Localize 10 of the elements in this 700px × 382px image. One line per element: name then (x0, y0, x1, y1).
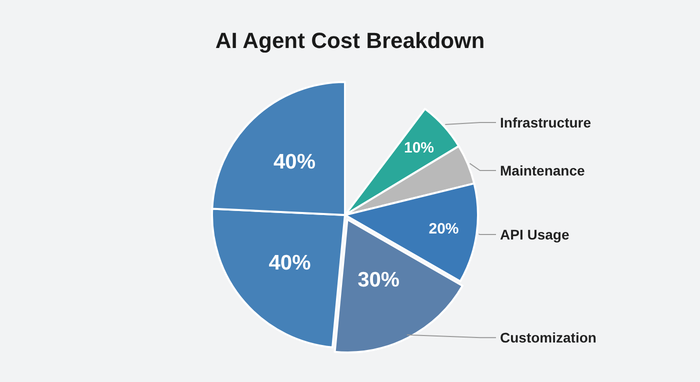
slice-label: Maintenance (500, 162, 586, 179)
slice-label: Customization (500, 330, 596, 346)
slice-label: Infrastructure (500, 114, 592, 131)
data-label: 10% (404, 140, 434, 157)
data-label: 20% (428, 220, 459, 238)
data-label: 40% (273, 150, 316, 174)
chart-title: AI Agent Cost Breakdown (215, 28, 485, 53)
data-label: 40% (268, 251, 312, 274)
data-label: 30% (358, 268, 400, 292)
slice-label: API Usage (500, 226, 570, 242)
